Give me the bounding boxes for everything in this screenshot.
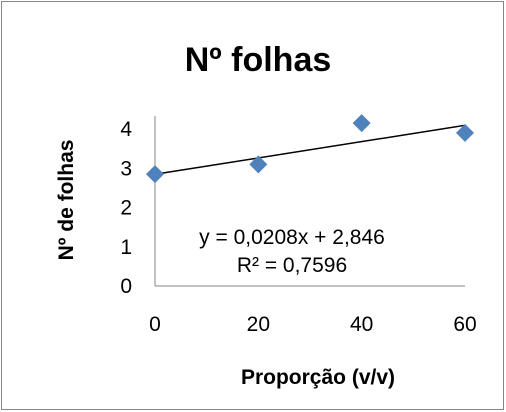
data-point — [352, 114, 371, 133]
data-point — [146, 165, 164, 184]
y-tick-label: 2 — [120, 197, 132, 220]
y-tick-labels: 0 1 2 3 4 — [120, 118, 132, 298]
x-tick-labels: 0 20 40 60 — [149, 313, 477, 336]
data-points — [146, 114, 474, 184]
chart-title: Nº folhas — [185, 41, 332, 79]
y-tick-label: 0 — [120, 275, 132, 298]
data-point — [456, 123, 474, 142]
x-axis-label: Proporção (v/v) — [241, 366, 395, 389]
x-tick-label: 20 — [247, 313, 270, 336]
y-axis-label: Nº de folhas — [55, 140, 78, 261]
x-tick-label: 60 — [453, 313, 476, 336]
y-tick-label: 3 — [120, 157, 132, 180]
r-squared-label: R² = 0,7596 — [237, 254, 347, 277]
y-tick-label: 1 — [120, 236, 132, 259]
x-tick-label: 40 — [350, 313, 373, 336]
y-tick-label: 4 — [120, 118, 132, 141]
x-tick-label: 0 — [149, 313, 161, 336]
data-point — [249, 155, 268, 174]
trendline — [154, 124, 466, 176]
trendline-equation: y = 0,0208x + 2,846 — [199, 226, 385, 249]
